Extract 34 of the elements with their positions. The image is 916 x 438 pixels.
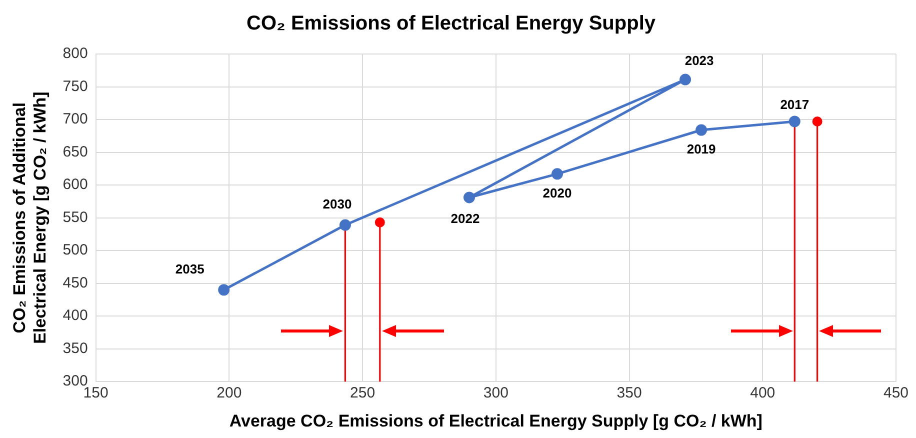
x-tick-label: 200	[216, 384, 242, 402]
y-tick-label: 750	[62, 78, 88, 95]
x-tick-label: 450	[883, 384, 909, 402]
annotation: 2030	[322, 196, 352, 212]
point	[696, 124, 708, 136]
y-tick-label: 400	[62, 307, 88, 324]
y-tick-label: 500	[62, 242, 88, 259]
annotation: 2020	[542, 185, 572, 200]
y-tick-label: 550	[62, 208, 88, 226]
point	[552, 168, 564, 180]
x-tick-label: 350	[616, 384, 642, 402]
y-axis-title: CO₂ Emissions of Additional Electrical Energy [g CO₂ / kWh]	[10, 92, 50, 344]
y-tick-label: 650	[62, 143, 88, 160]
x-tick-label: 300	[483, 384, 508, 402]
point	[218, 284, 230, 296]
annotation: 2017	[780, 97, 810, 112]
y-tick-label: 600	[62, 176, 88, 194]
x-tick-label: 400	[750, 384, 776, 402]
y-tick-label: 350	[62, 340, 88, 357]
chart-title: CO₂ Emissions of Electrical Energy Supply	[246, 12, 656, 35]
annotation: 2023	[684, 53, 714, 68]
annotation: 2019	[686, 142, 716, 157]
annotation: 2022	[450, 211, 480, 226]
y-tick-label: 800	[62, 45, 88, 62]
x-tick-label: 250	[350, 384, 376, 402]
x-axis-title: Average CO₂ Emissions of Electrical Energy Supply [g CO₂ / kWh]	[229, 411, 762, 430]
y-tick-label: 450	[62, 274, 88, 292]
point	[788, 116, 800, 128]
annotation: 2035	[175, 261, 204, 276]
y-tick-label: 700	[62, 110, 88, 128]
x-tick-label: 150	[83, 384, 108, 402]
point	[339, 219, 351, 231]
point	[680, 74, 692, 86]
point	[463, 192, 475, 204]
